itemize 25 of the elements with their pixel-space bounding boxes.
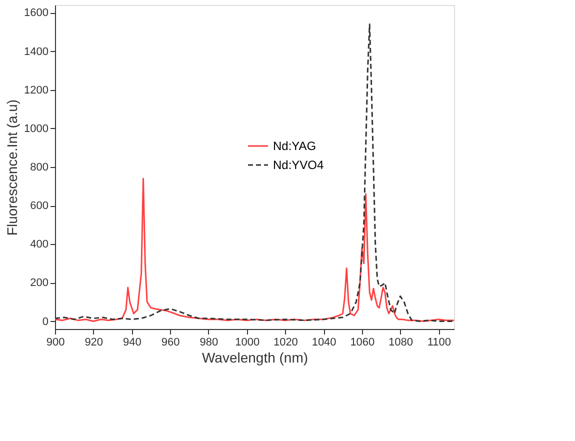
x-tick-label: 940 bbox=[123, 336, 142, 348]
y-tick-label: 1200 bbox=[24, 84, 48, 96]
y-tick-label: 200 bbox=[30, 277, 48, 290]
y-tick-label: 800 bbox=[30, 162, 48, 174]
x-tick-label: 1100 bbox=[427, 336, 451, 348]
x-tick-label: 1020 bbox=[273, 336, 298, 348]
x-tick-label: 960 bbox=[161, 336, 180, 348]
x-tick-label: 1040 bbox=[312, 336, 336, 348]
y-tick-label: 1000 bbox=[24, 122, 48, 135]
x-tick-label: 980 bbox=[200, 336, 218, 348]
x-tick-label: 920 bbox=[84, 336, 104, 348]
x-tick-label: 1060 bbox=[350, 336, 375, 348]
legend-label: Nd:YVO4 bbox=[273, 158, 324, 172]
y-axis-title: Fluorescence.Int (a.u) bbox=[4, 99, 20, 236]
legend-label: Nd:YAG bbox=[273, 139, 316, 153]
y-tick-label: 600 bbox=[30, 200, 48, 212]
x-tick-label: 1000 bbox=[235, 336, 260, 348]
line-series bbox=[54, 178, 455, 322]
y-tick-label: 400 bbox=[30, 238, 48, 251]
y-tick-label: 0 bbox=[42, 316, 48, 328]
x-axis-title: Wavelength (nm) bbox=[202, 350, 308, 366]
y-tick-label: 1400 bbox=[24, 46, 48, 58]
x-tick-label: 1080 bbox=[388, 336, 414, 348]
y-tick-label: 1600 bbox=[24, 7, 48, 20]
x-tick-label: 900 bbox=[46, 336, 65, 348]
